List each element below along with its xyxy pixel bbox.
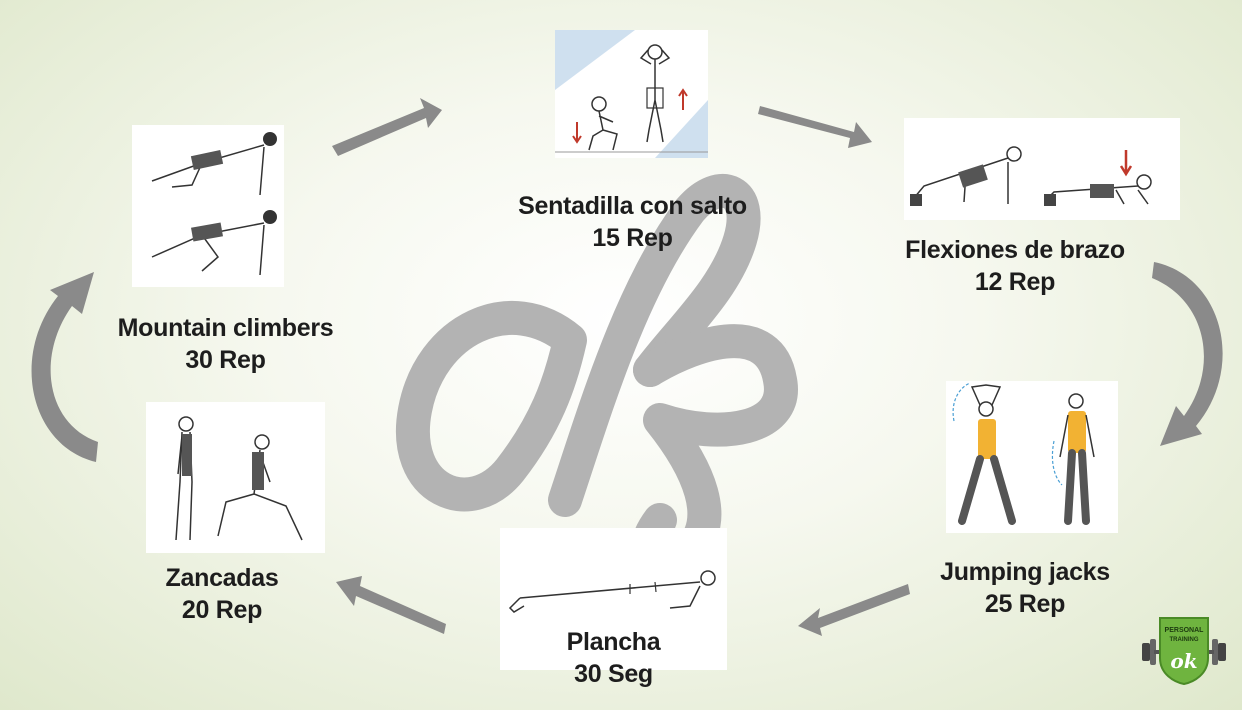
exercise-reps: 12 Rep	[974, 268, 1056, 296]
exercise-label-plancha: Plancha 30 Seg	[500, 626, 727, 690]
exercise-reps: 15 Rep	[592, 224, 673, 252]
arrow-plank-to-lunge-icon	[336, 576, 446, 634]
exercise-label-sentadilla: Sentadilla con salto 15 Rep	[490, 190, 775, 254]
personal-training-logo: PERSONAL TRAINING ok	[1142, 617, 1226, 686]
jump-squat-illustration	[555, 30, 708, 158]
exercise-reps: 30 Rep	[185, 346, 266, 374]
arrow-squat-to-pushup-icon	[758, 106, 872, 148]
logo-text-mid: TRAINING	[1170, 637, 1199, 643]
arrow-mountain-to-squat-icon	[332, 98, 442, 156]
exercise-name: Mountain climbers	[117, 314, 334, 342]
exercise-name: Zancadas	[165, 564, 279, 592]
exercise-label-jumping: Jumping jacks 25 Rep	[900, 556, 1150, 620]
plank-illustration	[500, 528, 727, 670]
exercise-reps: 20 Rep	[181, 596, 263, 624]
logo-mark: ok	[1170, 649, 1197, 673]
logo-text-top: PERSONAL	[1165, 627, 1205, 634]
exercise-reps: 30 Seg	[574, 660, 653, 688]
exercise-name: Flexiones de brazo	[905, 236, 1125, 264]
pushup-illustration	[904, 118, 1180, 220]
exercise-label-mountain: Mountain climbers 30 Rep	[88, 312, 363, 376]
lunge-illustration	[146, 402, 325, 553]
exercise-name: Jumping jacks	[940, 558, 1110, 586]
arrow-jumping-to-plank-icon	[798, 584, 910, 636]
exercise-name: Sentadilla con salto	[518, 192, 747, 220]
jumping-jacks-illustration	[946, 381, 1118, 533]
exercise-reps: 25 Rep	[984, 590, 1066, 618]
arrow-lunge-to-mountain-icon	[31, 272, 98, 462]
mountain-climbers-illustration	[132, 125, 284, 287]
exercise-label-zancadas: Zancadas 20 Rep	[122, 562, 322, 626]
exercise-label-flexiones: Flexiones de brazo 12 Rep	[880, 234, 1150, 298]
exercise-name: Plancha	[566, 628, 661, 656]
arrow-pushup-to-jumping-icon	[1152, 262, 1223, 446]
